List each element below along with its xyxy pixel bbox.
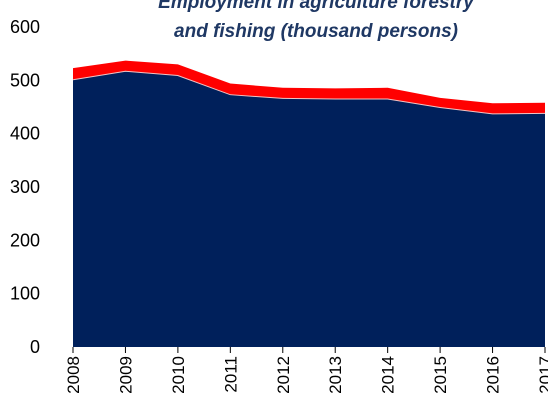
y-tick-label: 600 [10,17,40,37]
y-tick-label: 200 [10,230,40,250]
x-tick-label: 2015 [431,356,450,394]
x-tick-label: 2013 [326,356,345,394]
y-tick-label: 100 [10,284,40,304]
y-axis: 0 100 200 300 400 500 600 [10,17,40,357]
x-tick-label: 2009 [116,356,135,394]
y-tick-label: 400 [10,124,40,144]
area-series-2 [73,60,545,114]
x-tick-label: 2016 [484,356,503,394]
chart-title-line-1: Employment in agriculture forestry [158,0,475,13]
y-tick-label: 0 [30,337,40,357]
y-tick-label: 500 [10,70,40,90]
plot-area [72,60,546,347]
x-tick-label: 2012 [274,356,293,394]
x-tick-label: 2010 [169,356,188,394]
chart-title-line-2: and fishing (thousand persons) [174,21,458,42]
area-series-1 [73,70,545,347]
y-tick-label: 300 [10,177,40,197]
x-axis: 2008 2009 2010 2011 2012 2013 2014 2015 2016 2017 [64,347,548,394]
x-tick-label: 2017 [536,356,548,394]
x-tick-label: 2011 [221,356,240,393]
x-tick-label: 2014 [379,356,398,394]
x-tick-label: 2008 [64,356,83,394]
